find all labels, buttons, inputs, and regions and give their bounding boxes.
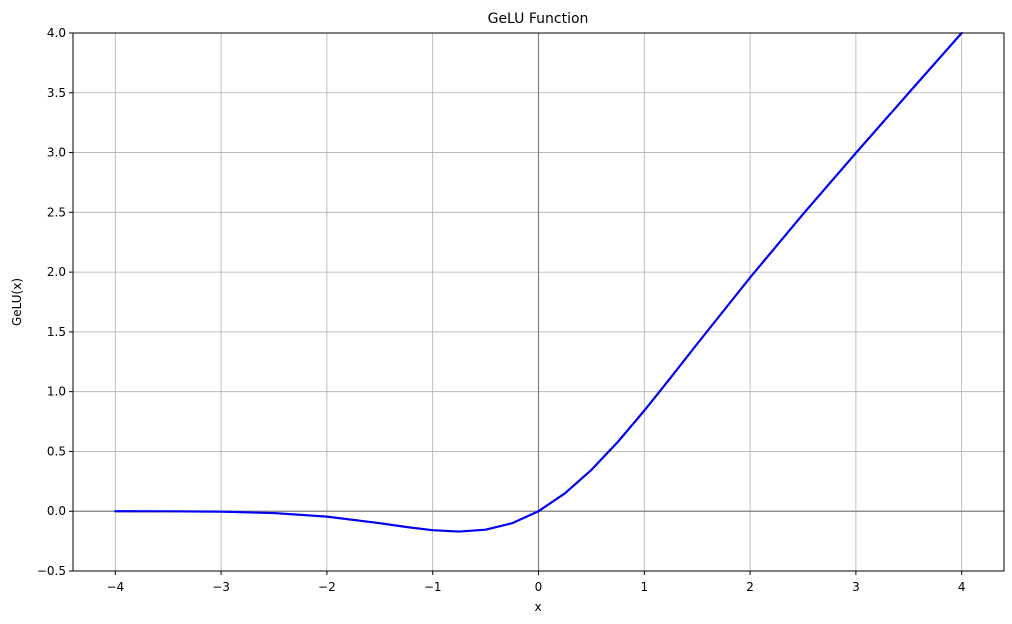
x-tick-label: −2 (318, 580, 336, 594)
x-tick-label: −4 (106, 580, 124, 594)
x-tick-label: 2 (746, 580, 754, 594)
series-line (114, 31, 963, 533)
y-tick-label: 1.5 (47, 325, 66, 339)
x-ticks: −4 −3 −2 −1 0 1 2 3 4 (106, 571, 966, 594)
x-tick-label: 3 (852, 580, 860, 594)
y-tick-label: 2.5 (47, 205, 66, 219)
x-axis-label: x (534, 600, 541, 614)
y-tick-label: 2.0 (47, 265, 66, 279)
y-tick-label: 0.5 (47, 444, 66, 458)
y-tick-label: 1.0 (47, 385, 66, 399)
x-tick-label: 1 (640, 580, 648, 594)
x-tick-label: 0 (535, 580, 543, 594)
x-tick-label: 4 (958, 580, 966, 594)
y-ticks: −0.5 0.0 0.5 1.0 1.5 2.0 2.5 3.0 3.5 4.0 (37, 26, 73, 578)
y-axis-label: GeLU(x) (10, 278, 24, 326)
y-tick-label: 3.5 (47, 86, 66, 100)
series-layer (114, 31, 963, 533)
x-tick-label: −1 (424, 580, 442, 594)
y-tick-label: −0.5 (37, 564, 66, 578)
chart-title: GeLU Function (488, 11, 589, 27)
y-tick-label: 3.0 (47, 146, 66, 160)
y-tick-label: 4.0 (47, 26, 66, 40)
y-tick-label: 0.0 (47, 504, 66, 518)
x-tick-label: −3 (212, 580, 230, 594)
